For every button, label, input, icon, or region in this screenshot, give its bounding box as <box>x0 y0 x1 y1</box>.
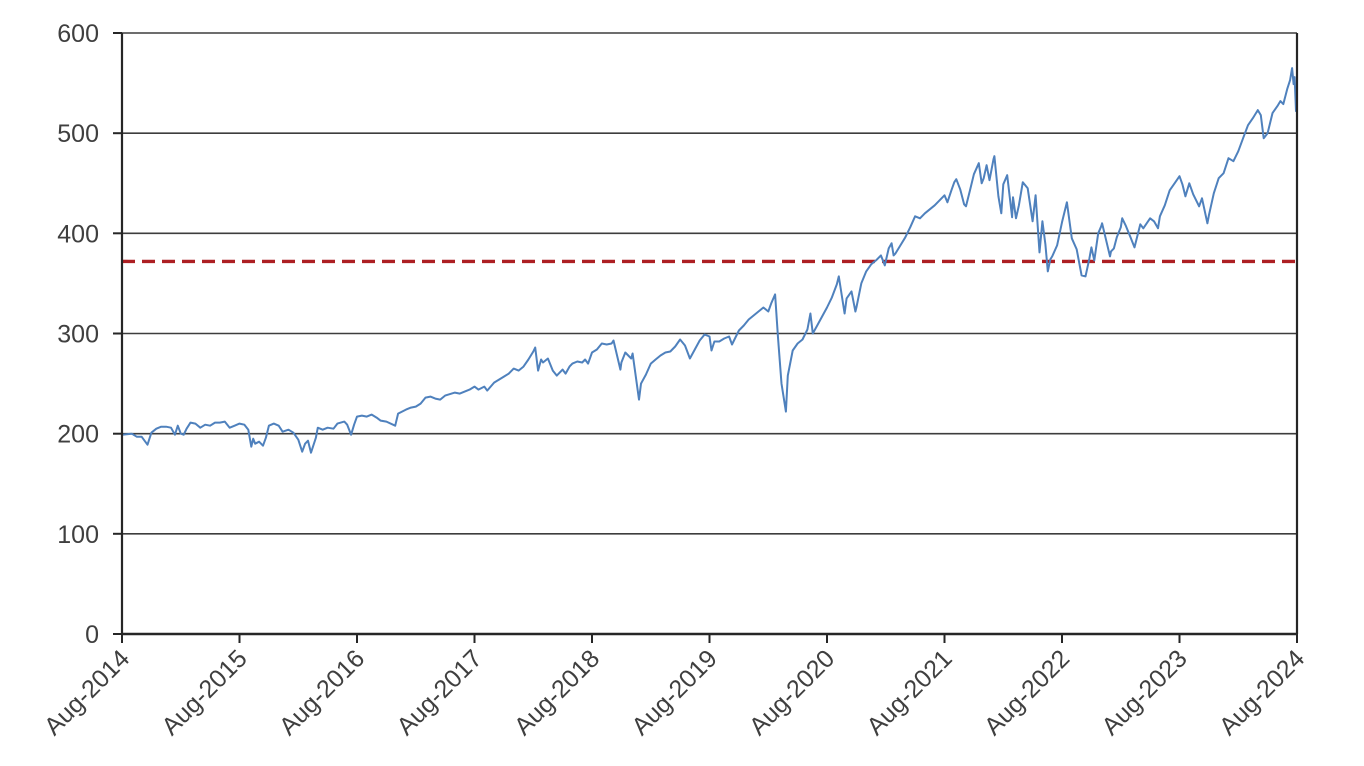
x-axis-label: Aug-2018 <box>509 644 605 740</box>
x-axis-label: Aug-2021 <box>861 644 957 740</box>
x-axis-label: Aug-2024 <box>1214 644 1311 741</box>
x-axis-label: Aug-2017 <box>391 644 487 740</box>
y-axis-label: 600 <box>57 20 99 48</box>
y-axis-label: 0 <box>85 621 99 649</box>
x-axis-label: Aug-2015 <box>156 644 252 740</box>
x-axis-label: Aug-2020 <box>744 644 840 740</box>
y-axis-label: 300 <box>57 321 99 349</box>
y-axis-label: 400 <box>57 220 99 248</box>
x-axis-label: Aug-2022 <box>979 644 1075 740</box>
y-axis-label: 500 <box>57 120 99 148</box>
y-axis-label: 200 <box>57 421 99 449</box>
x-axis-label: Aug-2016 <box>274 644 370 740</box>
y-axis-label: 100 <box>57 521 99 549</box>
x-axis-label: Aug-2019 <box>626 644 722 740</box>
x-axis-label: Aug-2014 <box>39 644 136 741</box>
price-line <box>121 67 1298 454</box>
x-axis-label: Aug-2023 <box>1096 644 1192 740</box>
